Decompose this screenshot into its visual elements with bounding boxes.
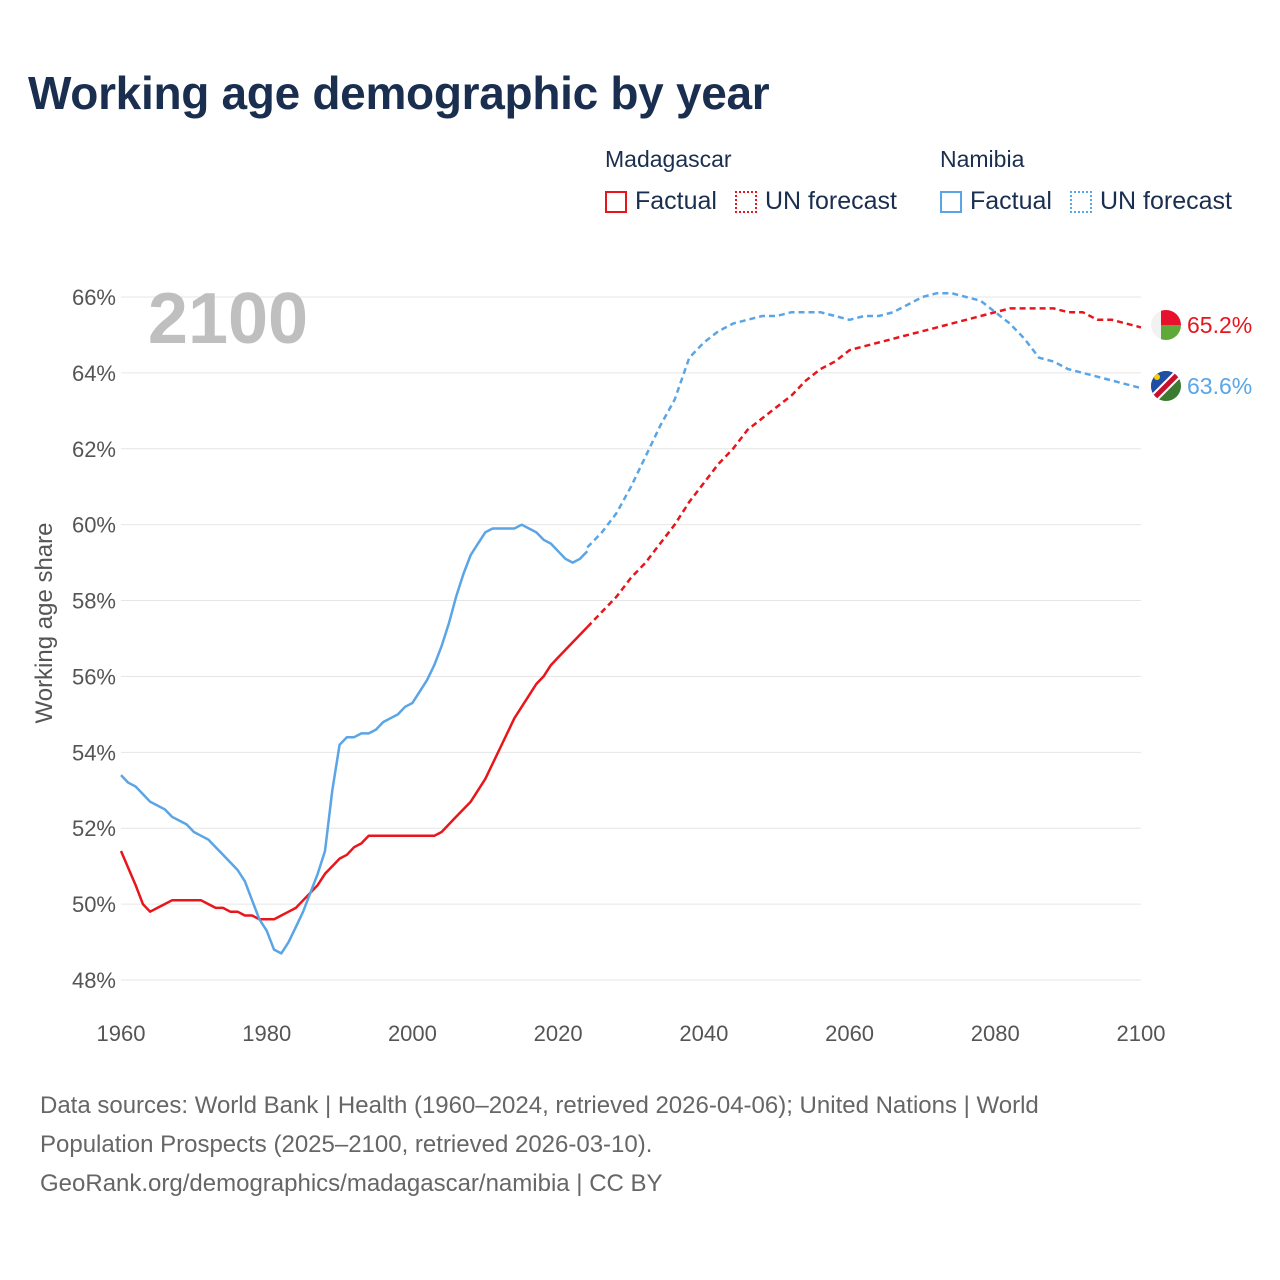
legend-label-forecast: UN forecast <box>764 187 897 215</box>
legend-madagascar-factual[interactable]: Factual <box>605 187 717 216</box>
legend-swatch-dotted-red <box>734 190 757 213</box>
x-tick-label: 2100 <box>1117 1021 1166 1046</box>
x-tick-label: 1960 <box>97 1021 146 1046</box>
y-tick-label: 66% <box>72 285 116 310</box>
x-tick-label: 2040 <box>679 1021 728 1046</box>
y-tick-label: 50% <box>72 892 116 917</box>
y-axis-label: Working age share <box>31 523 58 724</box>
end-label-namibia: 63.6% <box>1187 373 1252 399</box>
gridlines <box>121 296 1141 981</box>
y-tick-label: 58% <box>72 589 116 614</box>
x-tick-label: 1980 <box>242 1021 291 1046</box>
legend-swatch-solid-blue <box>940 190 962 213</box>
namibia-flag-icon <box>1151 371 1181 401</box>
series-lines <box>119 291 1142 955</box>
y-axis-ticks: 48% 50% 52% 54% 56% 58% 60% 62% 64% 66% <box>72 285 116 993</box>
madagascar-factual-line <box>119 626 589 921</box>
legend-namibia-factual[interactable]: Factual <box>940 187 1052 216</box>
source-line-3: GeoRank.org/demographics/madagascar/nami… <box>40 1170 663 1197</box>
y-tick-label: 60% <box>72 513 116 538</box>
source-line-2: Population Prospects (2025–2100, retriev… <box>40 1131 653 1158</box>
x-axis-ticks: 1960 1980 2000 2020 2040 2060 2080 2100 <box>97 1021 1166 1046</box>
legend-label-factual: Factual <box>635 187 717 215</box>
y-tick-label: 52% <box>72 816 116 841</box>
line-chart: 2100 Working age share 48% 50% 52% 54% 56% 58… <box>31 279 1252 1046</box>
legend-namibia-forecast[interactable]: UN forecast <box>1069 187 1232 216</box>
legend-madagascar: Madagascar Factual UN forecast <box>605 146 915 216</box>
legend-swatch-dotted-blue <box>1069 190 1092 213</box>
namibia-factual-line <box>120 523 589 955</box>
legend-country-namibia: Namibia <box>940 146 1025 172</box>
x-tick-label: 2060 <box>825 1021 874 1046</box>
legend-namibia: Namibia Factual UN forecast <box>940 146 1250 216</box>
y-tick-label: 56% <box>72 664 116 689</box>
legend-madagascar-forecast[interactable]: UN forecast <box>734 187 897 216</box>
current-year-label: 2100 <box>148 279 308 359</box>
chart-title: Working age demographic by year <box>28 67 770 119</box>
y-tick-label: 48% <box>72 968 116 993</box>
legend-label-forecast: UN forecast <box>1099 187 1232 215</box>
namibia-forecast-line <box>586 291 1142 549</box>
legend-swatch-solid-red <box>605 190 627 213</box>
y-tick-label: 62% <box>72 437 116 462</box>
y-tick-label: 54% <box>72 740 116 765</box>
end-label-madagascar: 65.2% <box>1187 312 1252 338</box>
x-tick-label: 2020 <box>534 1021 583 1046</box>
source-line-1: Data sources: World Bank | Health (1960–… <box>40 1092 1039 1119</box>
source-note: Data sources: World Bank | Health (1960–… <box>40 1086 1240 1203</box>
madagascar-flag-icon <box>1151 310 1181 340</box>
madagascar-forecast-line <box>586 307 1142 628</box>
y-tick-label: 64% <box>72 361 116 386</box>
legend-label-factual: Factual <box>970 187 1052 215</box>
x-tick-label: 2080 <box>971 1021 1020 1046</box>
legend-country-madagascar: Madagascar <box>605 146 732 172</box>
x-tick-label: 2000 <box>388 1021 437 1046</box>
